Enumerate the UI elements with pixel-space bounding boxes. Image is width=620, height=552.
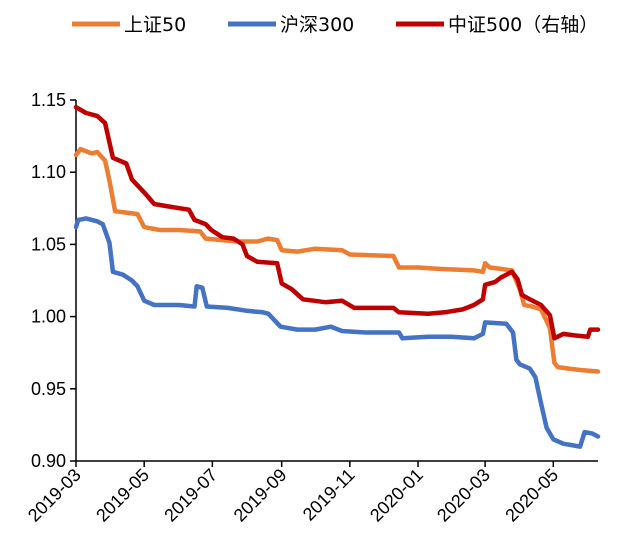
- x-tick-label: 2020-01: [366, 465, 427, 526]
- y-tick-label: 1.05: [31, 234, 66, 254]
- y-axis-ticks: 0.90 0.95 1.00 1.05 1.10 1.15: [31, 90, 76, 471]
- x-tick-label: 2019-09: [230, 465, 291, 526]
- y-tick-label: 0.90: [31, 451, 66, 471]
- x-axis-ticks: 2019-03 2019-05 2019-07 2019-09 2019-11 2020-…: [24, 461, 562, 526]
- legend-label-3: 中证500（右轴）: [448, 14, 598, 36]
- legend: 上证50 沪深300 中证500（右轴）: [72, 14, 598, 36]
- x-tick-label: 2019-03: [24, 465, 85, 526]
- y-tick-label: 1.10: [31, 162, 66, 182]
- x-tick-label: 2019-05: [92, 465, 153, 526]
- series-line-1: [73, 146, 601, 374]
- legend-label-1: 上证50: [124, 14, 186, 36]
- series-line-2: [73, 216, 601, 449]
- x-tick-label: 2020-05: [501, 465, 562, 526]
- y-tick-label: 1.00: [31, 307, 66, 327]
- series-line-3: [73, 104, 601, 341]
- x-tick-label: 2019-11: [299, 465, 359, 525]
- series-group: [73, 104, 601, 449]
- x-tick-label: 2020-03: [433, 465, 494, 526]
- x-tick-label: 2019-07: [160, 465, 221, 526]
- legend-label-2: 沪深300: [280, 14, 354, 36]
- y-tick-label: 1.15: [31, 90, 66, 110]
- y-tick-label: 0.95: [31, 379, 66, 399]
- plot-area: 0.900.951.001.051.101.15 2019-03 2019-05 2…: [24, 90, 601, 526]
